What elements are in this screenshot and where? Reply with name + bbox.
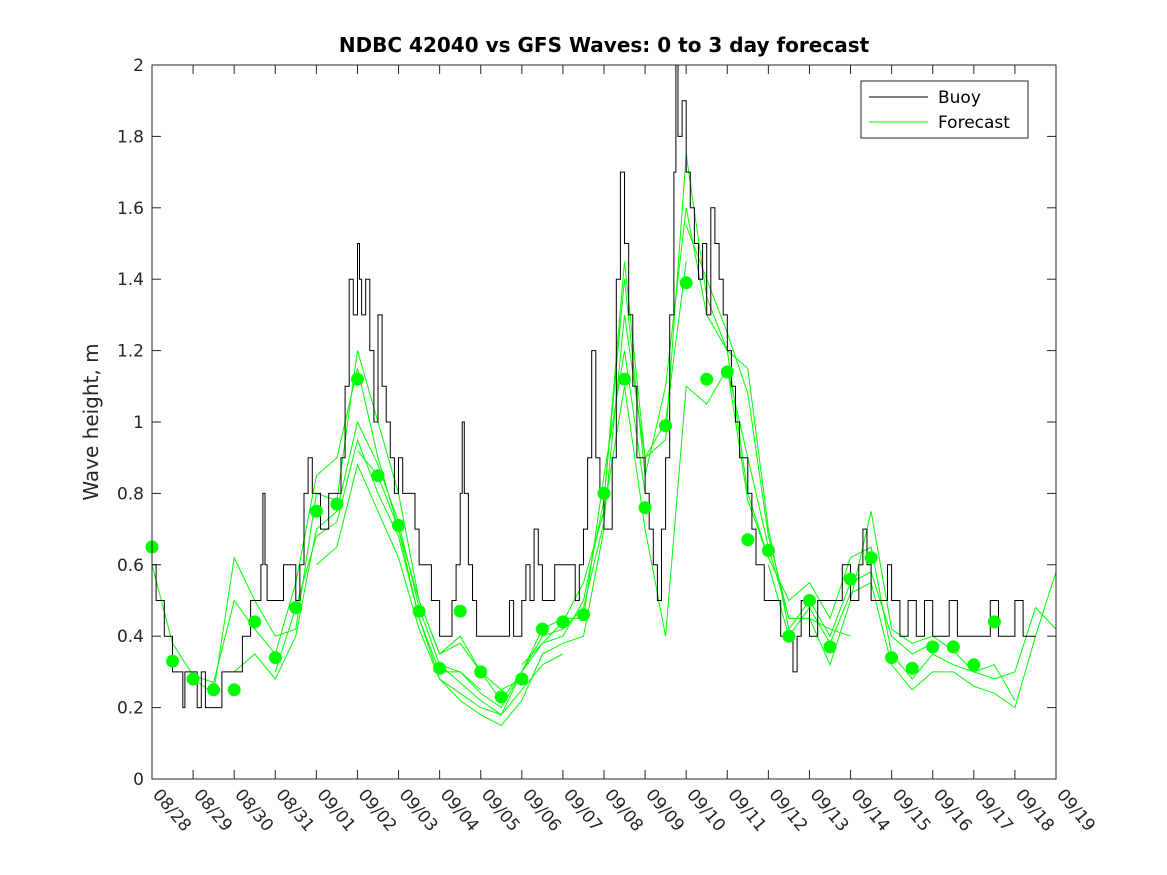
- forecast-marker: [844, 572, 857, 586]
- forecast-marker: [885, 651, 899, 665]
- legend-forecast-label: Forecast: [938, 113, 1010, 133]
- axis-ticks: [151, 64, 1057, 780]
- chart-title: NDBC 42040 vs GFS Waves: 0 to 3 day fore…: [339, 33, 870, 57]
- forecast-marker: [926, 640, 940, 654]
- forecast-series-line: [192, 350, 523, 695]
- forecast-marker: [946, 640, 960, 654]
- forecast-marker: [741, 533, 755, 547]
- forecast-marker: [186, 672, 200, 686]
- y-tick-label: 1.6: [117, 199, 144, 219]
- forecast-marker: [967, 658, 981, 672]
- plot-area: [152, 65, 1056, 779]
- forecast-series-line: [603, 154, 933, 655]
- plot-frame: [151, 64, 1057, 780]
- y-tick-label: 2: [133, 56, 144, 76]
- forecast-marker: [412, 604, 426, 618]
- forecast-marker: [351, 372, 364, 386]
- y-tick-label: 1.4: [117, 270, 144, 290]
- forecast-marker: [556, 615, 570, 629]
- forecast-marker: [207, 683, 221, 697]
- forecast-marker: [782, 629, 796, 643]
- forecast-marker: [474, 665, 488, 679]
- y-tick-label: 1.8: [117, 127, 144, 147]
- forecast-marker: [720, 365, 734, 379]
- forecast-series-line: [767, 564, 1057, 709]
- forecast-marker: [700, 372, 714, 386]
- forecast-marker: [227, 683, 241, 697]
- forecast-marker: [679, 276, 693, 290]
- forecast-series-line: [151, 368, 482, 691]
- forecast-marker: [309, 504, 323, 518]
- forecast-marker: [515, 672, 529, 686]
- forecast-marker: [433, 661, 447, 675]
- forecast-marker: [535, 622, 549, 636]
- forecast-marker: [803, 594, 816, 607]
- forecast-series-line: [316, 350, 646, 716]
- forecast-marker: [577, 608, 590, 622]
- forecast-marker: [987, 615, 1001, 629]
- forecast-marker: [453, 604, 467, 618]
- forecast-marker: [392, 519, 405, 532]
- y-tick-label: 0.2: [117, 699, 144, 719]
- y-tick-labels: 0 0.2 0.4 0.6 0.8 1 1.2 1.4 1.6 1.8 2: [117, 56, 144, 790]
- forecast-marker: [638, 501, 652, 515]
- y-tick-label: 1.2: [117, 342, 144, 362]
- y-tick-label: 0: [133, 770, 144, 790]
- legend-buoy-label: Buoy: [938, 88, 981, 108]
- forecast-marker: [289, 601, 303, 615]
- buoy-series-line: [152, 64, 1036, 709]
- forecast-markers: [145, 276, 1001, 704]
- y-tick-label: 0.4: [117, 627, 144, 647]
- forecast-marker: [659, 419, 673, 433]
- legend: Buoy Forecast: [860, 80, 1029, 139]
- forecast-marker: [248, 615, 262, 629]
- forecast-marker: [494, 690, 508, 704]
- forecast-lines: [151, 154, 1057, 727]
- forecast-marker: [618, 372, 631, 386]
- forecast-marker: [371, 469, 385, 483]
- buoy-line: [152, 64, 1036, 709]
- forecast-marker: [905, 661, 919, 675]
- legend-box: [860, 80, 1029, 139]
- y-tick-label: 0.6: [117, 556, 144, 576]
- forecast-marker: [761, 544, 775, 557]
- forecast-marker: [166, 654, 179, 668]
- y-axis-label: Wave height, m: [79, 343, 103, 500]
- y-tick-label: 1: [133, 413, 144, 433]
- y-tick-label: 0.8: [117, 484, 144, 504]
- forecast-marker: [823, 640, 837, 654]
- forecast-marker: [268, 651, 282, 665]
- forecast-marker: [330, 497, 344, 511]
- forecast-marker: [864, 551, 878, 565]
- forecast-marker: [597, 486, 611, 500]
